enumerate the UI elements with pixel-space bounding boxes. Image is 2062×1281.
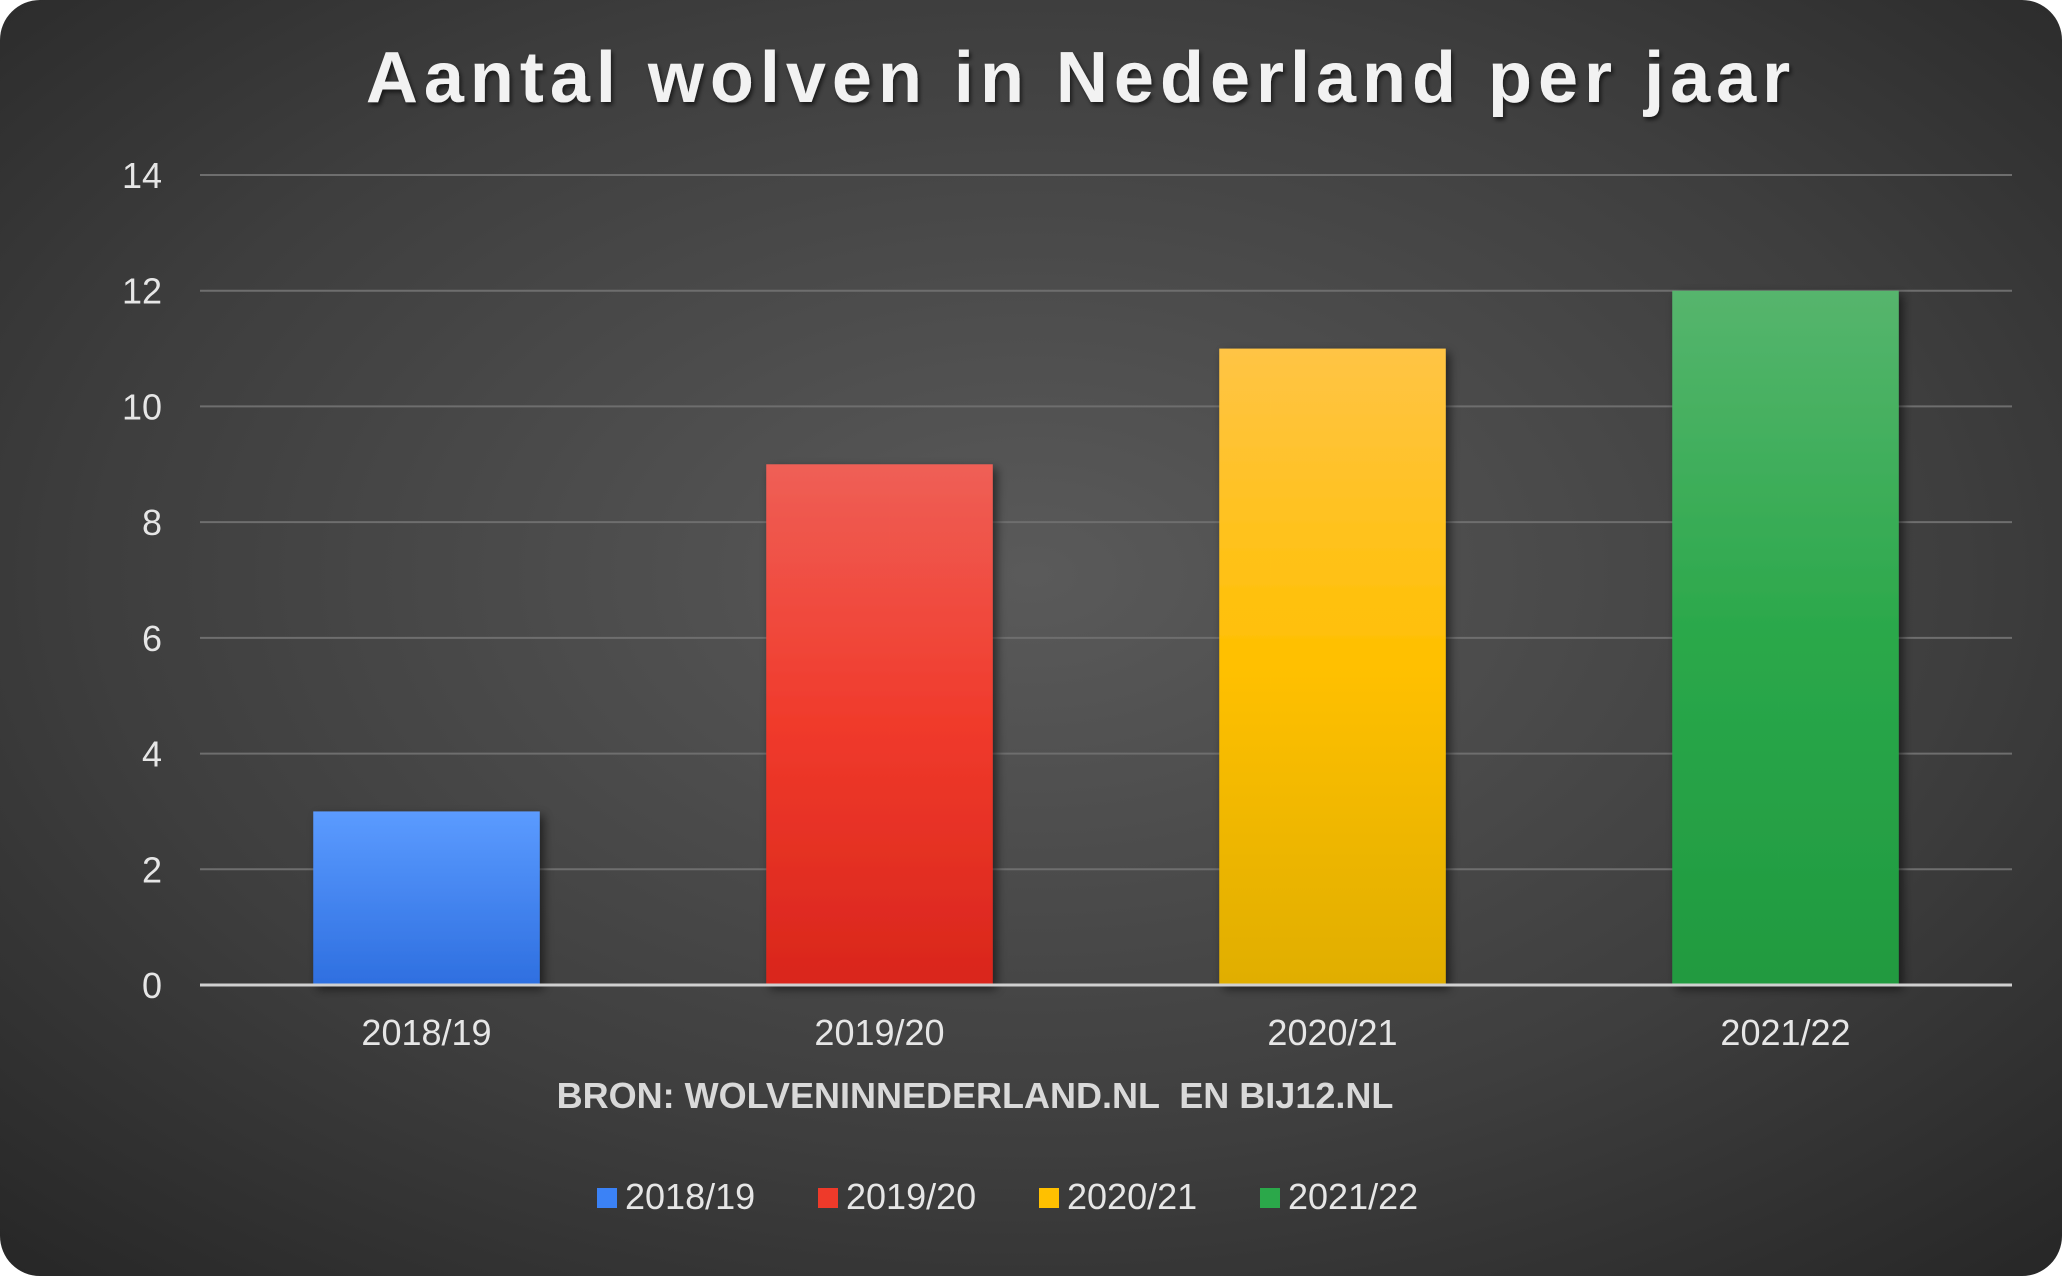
y-axis-tick-labels: 0 2 4 6 8 10 12 14 [122,155,162,1006]
y-tick-label: 0 [142,965,162,1006]
x-tick-label: 2018/19 [361,1012,491,1053]
y-tick-label: 2 [142,849,162,890]
bars [313,290,1899,986]
legend-item: 2020/21 [1039,1176,1197,1217]
x-tick-label: 2020/21 [1267,1012,1397,1053]
legend-item: 2021/22 [1260,1176,1418,1217]
legend-swatch [818,1188,838,1208]
bar-2019-20 [766,464,993,985]
legend-label: 2021/22 [1288,1176,1418,1217]
bar-2021-22 [1672,290,1899,985]
y-tick-label: 6 [142,618,162,659]
x-axis-tick-labels: 2018/19 2019/20 2020/21 2021/22 [361,1012,1850,1053]
x-tick-label: 2021/22 [1720,1012,1850,1053]
y-tick-label: 10 [122,386,162,427]
legend: 2018/19 2019/20 2020/21 2021/22 [597,1176,1418,1217]
legend-item: 2019/20 [818,1176,976,1217]
legend-label: 2020/21 [1067,1176,1197,1217]
legend-label: 2018/19 [625,1176,755,1217]
bar-2018-19 [313,811,540,985]
chart-title: Aantal wolven in Nederland per jaar [366,38,1796,118]
x-tick-label: 2019/20 [814,1012,944,1053]
y-tick-label: 12 [122,271,162,312]
legend-swatch [1039,1188,1059,1208]
x-axis-title: BRON: WOLVENINNEDERLAND.NL EN BIJ12.NL [557,1075,1394,1116]
legend-label: 2019/20 [846,1176,976,1217]
y-tick-label: 4 [142,734,162,775]
y-tick-label: 8 [142,502,162,543]
legend-swatch [1260,1188,1280,1208]
legend-swatch [597,1188,617,1208]
legend-item: 2018/19 [597,1176,755,1217]
y-tick-label: 14 [122,155,162,196]
bar-2020-21 [1219,348,1446,986]
